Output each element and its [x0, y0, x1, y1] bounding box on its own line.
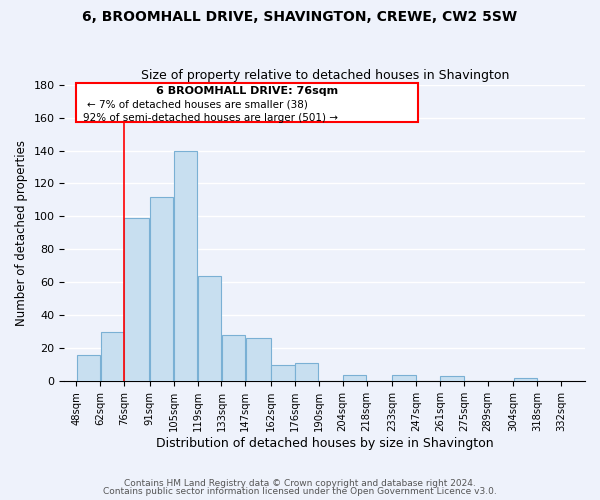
Bar	[271, 365, 295, 382]
Bar	[245, 338, 271, 382]
Bar	[124, 218, 149, 382]
Title: Size of property relative to detached houses in Shavington: Size of property relative to detached ho…	[140, 69, 509, 82]
Bar	[440, 376, 464, 382]
Bar	[295, 363, 319, 382]
Text: Contains HM Land Registry data © Crown copyright and database right 2024.: Contains HM Land Registry data © Crown c…	[124, 478, 476, 488]
Text: ← 7% of detached houses are smaller (38): ← 7% of detached houses are smaller (38)	[86, 100, 307, 110]
Bar	[101, 332, 124, 382]
Bar	[198, 276, 221, 382]
Text: 6 BROOMHALL DRIVE: 76sqm: 6 BROOMHALL DRIVE: 76sqm	[156, 86, 338, 96]
Text: 92% of semi-detached houses are larger (501) →: 92% of semi-detached houses are larger (…	[83, 112, 338, 122]
Y-axis label: Number of detached properties: Number of detached properties	[15, 140, 28, 326]
Text: 6, BROOMHALL DRIVE, SHAVINGTON, CREWE, CW2 5SW: 6, BROOMHALL DRIVE, SHAVINGTON, CREWE, C…	[82, 10, 518, 24]
Bar	[343, 375, 366, 382]
Bar	[514, 378, 537, 382]
Bar	[77, 355, 100, 382]
Bar	[221, 335, 245, 382]
Bar	[392, 375, 416, 382]
FancyBboxPatch shape	[76, 83, 418, 122]
Text: Contains public sector information licensed under the Open Government Licence v3: Contains public sector information licen…	[103, 487, 497, 496]
Bar	[174, 150, 197, 382]
Bar	[150, 196, 173, 382]
X-axis label: Distribution of detached houses by size in Shavington: Distribution of detached houses by size …	[156, 437, 494, 450]
